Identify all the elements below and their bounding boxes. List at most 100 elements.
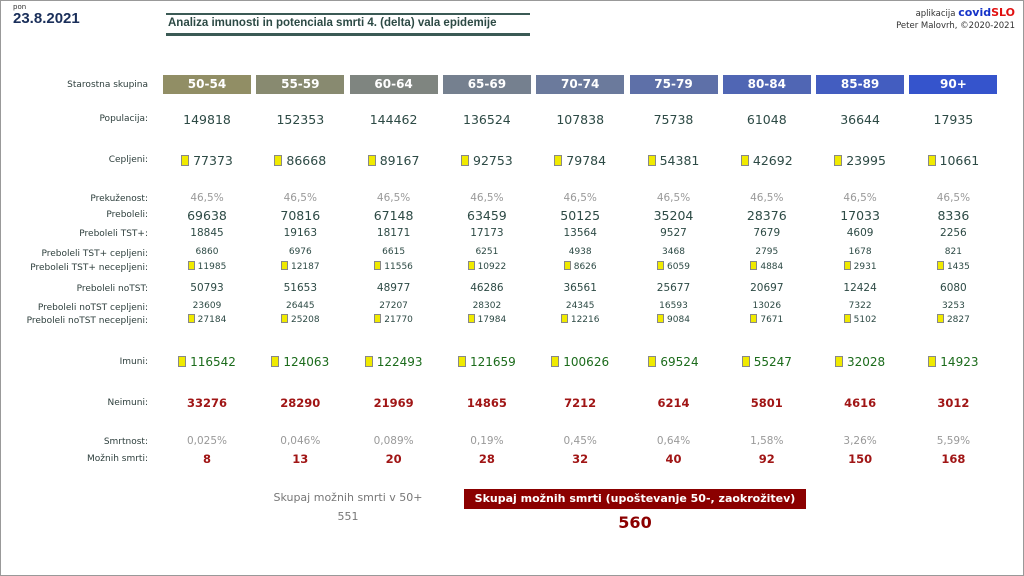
cell-preb: 50125	[534, 208, 626, 223]
cell-value: 7671	[760, 315, 784, 325]
yellow-marker-icon	[554, 155, 563, 166]
yellow-marker-icon	[936, 314, 944, 323]
row-label-notst: Preboleli noTST:	[76, 284, 148, 294]
cell-preb: 70816	[254, 208, 346, 223]
age-group-header: 75-79	[629, 75, 718, 94]
cell-neimuni: 3012	[907, 396, 999, 410]
cell-value: 2931	[853, 262, 877, 272]
cell-value: 6976	[288, 247, 312, 257]
yellow-marker-icon	[834, 155, 843, 166]
cell-value: 46,5%	[936, 192, 971, 204]
cell-value: 24345	[565, 301, 595, 311]
cell-value: 4616	[844, 396, 877, 410]
cell-value: 20697	[750, 282, 784, 294]
cell-tst: 18171	[348, 227, 440, 239]
yellow-marker-icon	[280, 261, 288, 270]
cell-value: 100626	[563, 355, 610, 369]
cell-value: 25677	[656, 282, 691, 294]
app-brand: aplikacija covidSLO	[916, 6, 1015, 19]
cell-ceplj: 79784	[534, 153, 626, 168]
cell-tst: 17173	[441, 227, 533, 239]
cell-preb: 35204	[628, 208, 720, 223]
cell-value: 12424	[843, 282, 877, 294]
yellow-marker-icon	[367, 155, 376, 166]
cell-notstn: 25208	[254, 314, 346, 325]
yellow-marker-icon	[835, 356, 843, 367]
cell-value: 6251	[475, 247, 499, 257]
yellow-marker-icon	[657, 314, 665, 323]
cell-smrt: 5,59%	[907, 435, 999, 447]
cell-ceplj: 42692	[721, 153, 813, 168]
cell-value: 4884	[760, 262, 784, 272]
cell-imuni: 55247	[721, 355, 813, 369]
cell-preb: 69638	[161, 208, 253, 223]
cell-value: 150	[848, 452, 873, 466]
cell-value: 1,58%	[750, 435, 784, 447]
cell-notstc: 3253	[907, 301, 999, 311]
cell-value: 7679	[753, 227, 781, 239]
cell-value: 36561	[563, 282, 597, 294]
cell-value: 4938	[568, 247, 592, 257]
cell-value: 67148	[373, 208, 414, 223]
cell-preb: 67148	[348, 208, 440, 223]
cell-tstc: 4938	[534, 247, 626, 257]
date: 23.8.2021	[13, 10, 80, 27]
cell-value: 46,5%	[656, 192, 691, 204]
cell-notstn: 12216	[534, 314, 626, 325]
yellow-marker-icon	[271, 356, 280, 367]
cell-value: 3,26%	[843, 435, 877, 447]
cell-pop: 107838	[534, 112, 626, 127]
cell-notstn: 5102	[814, 314, 906, 325]
cell-value: 28376	[746, 208, 787, 223]
cell-value: 21770	[384, 315, 413, 325]
yellow-marker-icon	[280, 314, 288, 323]
cell-smrt: 0,025%	[161, 435, 253, 447]
cell-pop: 61048	[721, 112, 813, 127]
cell-tstc: 2795	[721, 247, 813, 257]
cell-value: 149818	[183, 112, 231, 127]
age-group-header: 55-59	[256, 75, 345, 94]
cell-value: 136524	[463, 112, 511, 127]
row-label-moz: Možnih smrti:	[87, 454, 148, 464]
cell-notstc: 24345	[534, 301, 626, 311]
cell-value: 27207	[379, 301, 408, 311]
cell-value: 10661	[939, 153, 980, 168]
age-group-header: 90+	[909, 75, 998, 94]
cell-value: 14865	[466, 396, 507, 410]
cell-tstn: 1435	[907, 261, 999, 272]
cell-value: 3468	[662, 247, 685, 257]
cell-notst: 36561	[534, 282, 626, 294]
yellow-marker-icon	[648, 356, 657, 367]
cell-value: 12187	[290, 262, 320, 272]
cell-prekuz: 46,5%	[348, 192, 440, 204]
cell-tstn: 11556	[348, 261, 440, 272]
yellow-marker-icon	[457, 356, 466, 367]
cell-value: 9084	[667, 315, 690, 325]
cell-neimuni: 4616	[814, 396, 906, 410]
cell-notstn: 2827	[907, 314, 999, 325]
cell-value: 46,5%	[376, 192, 411, 204]
cell-value: 13026	[752, 301, 782, 311]
cell-value: 92753	[473, 153, 513, 168]
cell-neimuni: 33276	[161, 396, 253, 410]
cell-prekuz: 46,5%	[907, 192, 999, 204]
cell-value: 46,5%	[283, 192, 317, 204]
cell-smrt: 0,046%	[254, 435, 346, 447]
cell-preb: 17033	[814, 208, 906, 223]
cell-value: 33276	[186, 396, 227, 410]
cell-value: 0,45%	[563, 435, 597, 447]
cell-tstc: 821	[907, 247, 999, 257]
app-prefix: aplikacija	[915, 9, 956, 19]
cell-value: 63459	[467, 208, 507, 223]
yellow-marker-icon	[467, 261, 475, 270]
cell-notstc: 26445	[254, 301, 346, 311]
cell-tst: 7679	[721, 227, 813, 239]
cell-moz: 168	[907, 452, 999, 466]
cell-value: 26445	[285, 301, 315, 311]
yellow-marker-icon	[178, 356, 187, 367]
author: Peter Malovrh, ©2020-2021	[896, 21, 1015, 31]
app-name-slo: SLO	[991, 6, 1015, 19]
yellow-marker-icon	[187, 261, 195, 270]
cell-neimuni: 6214	[628, 396, 720, 410]
